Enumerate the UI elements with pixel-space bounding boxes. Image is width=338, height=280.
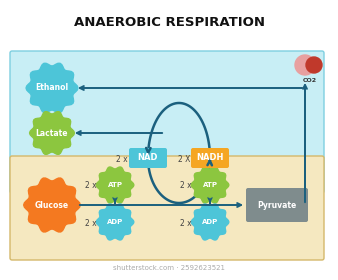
Text: ADP: ADP — [107, 219, 123, 225]
Text: NADH: NADH — [196, 153, 224, 162]
Text: ADP: ADP — [202, 219, 218, 225]
Text: shutterstock.com · 2592623521: shutterstock.com · 2592623521 — [113, 265, 225, 271]
Circle shape — [295, 55, 315, 75]
Text: ATP: ATP — [202, 182, 217, 188]
Circle shape — [306, 57, 322, 73]
Circle shape — [35, 71, 69, 104]
Circle shape — [103, 210, 127, 234]
Text: Pyruvate: Pyruvate — [257, 200, 297, 209]
FancyBboxPatch shape — [246, 188, 308, 222]
Text: 2 x: 2 x — [86, 181, 97, 190]
FancyBboxPatch shape — [10, 51, 324, 193]
Text: 2 x: 2 x — [86, 218, 97, 227]
Polygon shape — [96, 204, 134, 240]
Text: 2 x: 2 x — [180, 181, 192, 190]
Circle shape — [103, 173, 127, 197]
Circle shape — [198, 210, 222, 234]
Text: 2 x: 2 x — [116, 155, 128, 164]
Polygon shape — [96, 167, 134, 203]
Circle shape — [38, 119, 66, 147]
FancyBboxPatch shape — [129, 148, 167, 168]
Circle shape — [198, 173, 222, 197]
Text: 2 X: 2 X — [178, 155, 190, 164]
Text: ATP: ATP — [107, 182, 122, 188]
Text: Lactate: Lactate — [36, 129, 68, 137]
Circle shape — [34, 187, 70, 223]
Text: NAD: NAD — [138, 153, 158, 162]
Text: Ethanol: Ethanol — [35, 83, 69, 92]
FancyBboxPatch shape — [10, 156, 324, 260]
Polygon shape — [191, 204, 229, 240]
FancyBboxPatch shape — [191, 148, 229, 168]
Polygon shape — [191, 167, 229, 203]
Text: CO2: CO2 — [303, 78, 317, 83]
Text: ANAEROBIC RESPIRATION: ANAEROBIC RESPIRATION — [73, 15, 265, 29]
Text: 2 x: 2 x — [180, 218, 192, 227]
Polygon shape — [30, 112, 74, 154]
Text: Glucose: Glucose — [35, 200, 69, 209]
Polygon shape — [24, 178, 80, 232]
Polygon shape — [26, 63, 78, 113]
